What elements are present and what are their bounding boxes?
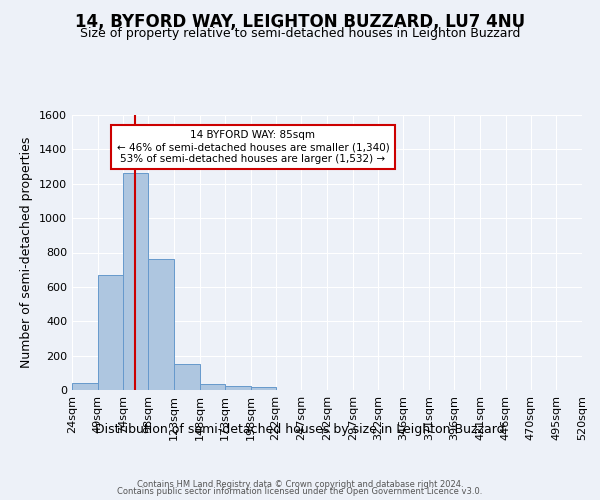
Bar <box>199 384 225 390</box>
Y-axis label: Number of semi-detached properties: Number of semi-detached properties <box>20 137 34 368</box>
Bar <box>124 174 148 390</box>
Text: Contains public sector information licensed under the Open Government Licence v3: Contains public sector information licen… <box>118 488 482 496</box>
Text: 14 BYFORD WAY: 85sqm
← 46% of semi-detached houses are smaller (1,340)
53% of se: 14 BYFORD WAY: 85sqm ← 46% of semi-detac… <box>116 130 389 164</box>
Bar <box>148 260 174 390</box>
Text: Size of property relative to semi-detached houses in Leighton Buzzard: Size of property relative to semi-detach… <box>80 28 520 40</box>
Bar <box>251 388 275 390</box>
Text: Contains HM Land Registry data © Crown copyright and database right 2024.: Contains HM Land Registry data © Crown c… <box>137 480 463 489</box>
Bar <box>174 364 199 390</box>
Bar <box>225 386 251 390</box>
Text: Distribution of semi-detached houses by size in Leighton Buzzard: Distribution of semi-detached houses by … <box>95 422 505 436</box>
Bar <box>98 275 124 390</box>
Bar <box>72 383 98 390</box>
Text: 14, BYFORD WAY, LEIGHTON BUZZARD, LU7 4NU: 14, BYFORD WAY, LEIGHTON BUZZARD, LU7 4N… <box>75 12 525 30</box>
